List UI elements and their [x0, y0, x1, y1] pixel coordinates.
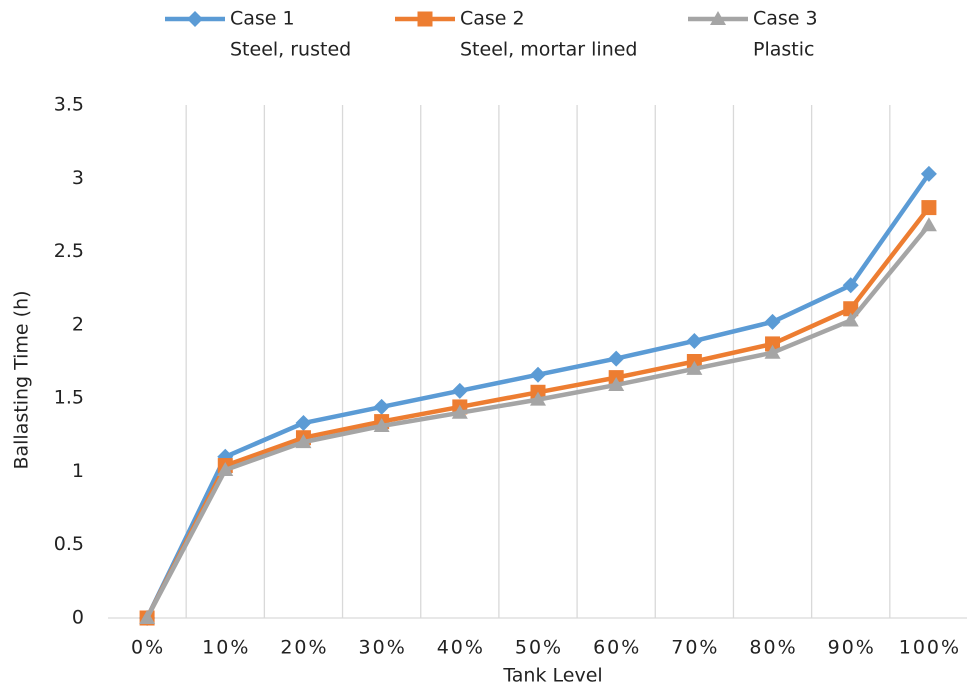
marker	[842, 277, 859, 294]
legend-label: Case 2	[460, 8, 525, 30]
y-tick-label: 1	[72, 460, 84, 482]
y-tick-label: 3	[72, 167, 84, 189]
marker	[710, 11, 726, 25]
x-tick-label: 10%	[202, 637, 250, 659]
legend-note: Steel, mortar lined	[460, 39, 638, 61]
x-tick-label: 60%	[593, 637, 641, 659]
legend-note: Steel, rusted	[230, 39, 351, 61]
x-tick-label: 100%	[899, 637, 961, 659]
x-tick-label: 90%	[828, 637, 876, 659]
legend-note: Plastic	[753, 39, 814, 61]
marker	[373, 417, 390, 432]
marker	[765, 336, 781, 352]
x-tick-label: 80%	[749, 637, 797, 659]
legend-label: Case 1	[230, 8, 295, 30]
y-tick-label: 1.5	[54, 387, 84, 409]
x-tick-label: 20%	[280, 637, 328, 659]
marker	[530, 391, 546, 406]
x-tick-label: 30%	[359, 637, 407, 659]
marker	[295, 434, 312, 449]
y-axis-title: Ballasting Time (h)	[11, 290, 33, 469]
marker	[139, 610, 156, 624]
x-tick-label: 70%	[671, 637, 719, 659]
marker	[842, 312, 859, 327]
marker	[451, 382, 468, 399]
legend-label: Case 3	[753, 8, 818, 30]
marker	[686, 332, 703, 349]
y-tick-label: 2.5	[54, 240, 84, 262]
marker	[451, 404, 468, 419]
marker	[295, 415, 312, 432]
marker	[920, 217, 937, 232]
x-tick-label: 50%	[515, 637, 563, 659]
y-tick-label: 3.5	[54, 94, 84, 116]
marker	[764, 344, 781, 359]
y-tick-label: 0	[72, 607, 84, 629]
marker	[920, 165, 937, 182]
y-tick-label: 2	[72, 313, 84, 335]
x-tick-label: 40%	[437, 637, 485, 659]
marker	[921, 200, 937, 216]
x-axis-title: Tank Level	[502, 665, 602, 687]
marker	[530, 366, 546, 383]
marker	[764, 313, 781, 330]
x-tick-label: 0%	[131, 637, 165, 659]
marker	[417, 11, 433, 27]
marker	[686, 360, 703, 375]
y-tick-label: 0.5	[54, 533, 84, 555]
marker	[217, 461, 234, 476]
marker	[187, 11, 203, 27]
marker	[608, 350, 625, 367]
marker	[373, 398, 390, 415]
marker	[608, 376, 625, 391]
